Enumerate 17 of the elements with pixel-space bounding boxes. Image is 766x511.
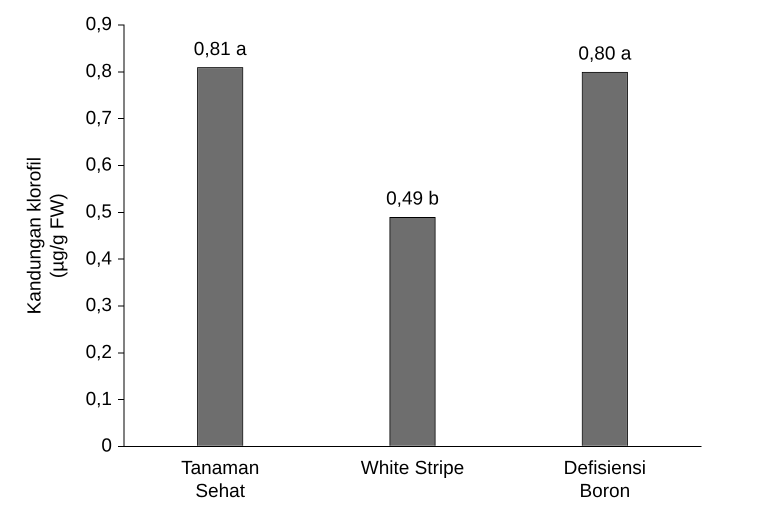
x-tick-label: Tanaman Sehat [181, 458, 260, 502]
y-tick-label: 0 [101, 436, 112, 457]
y-tick-label: 0,7 [86, 108, 112, 129]
x-tick-label: Defisiensi Boron [564, 458, 646, 502]
x-tick-label: White Stripe [360, 458, 464, 480]
y-tick-label: 0,2 [86, 342, 112, 363]
y-tick-label: 0,6 [86, 154, 112, 176]
data-label: 0,81 a [194, 38, 248, 60]
y-tick-label: 0,8 [86, 61, 112, 82]
y-tick-label: 0,3 [86, 295, 112, 316]
data-label: 0,49 b [386, 188, 439, 210]
data-label: 0,80 a [578, 44, 632, 65]
y-axis-title: Kandungan klorofil (µg/g FW) [24, 157, 68, 314]
y-tick-label: 0,5 [86, 202, 112, 223]
y-tick-label: 0,1 [86, 388, 112, 410]
y-tick-label: 0,4 [86, 248, 112, 270]
y-tick-label: 0,9 [86, 14, 112, 36]
